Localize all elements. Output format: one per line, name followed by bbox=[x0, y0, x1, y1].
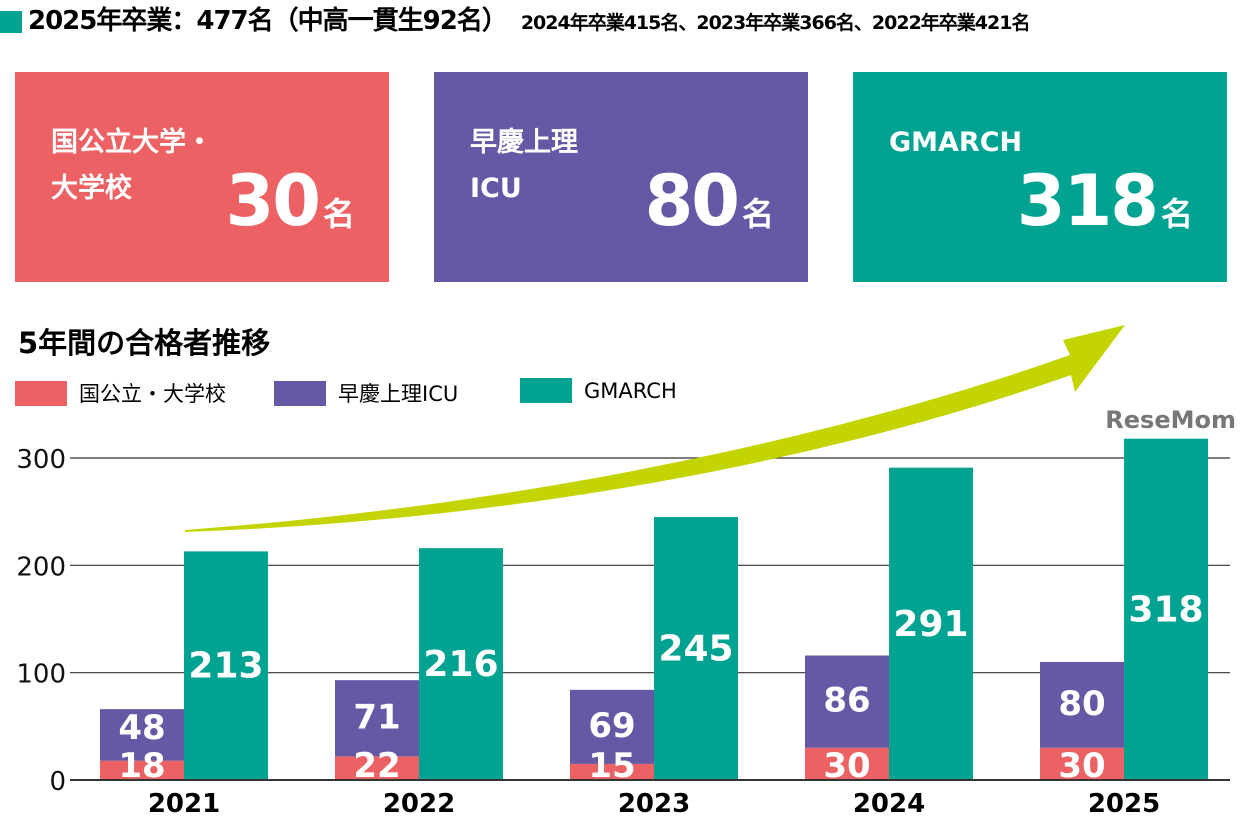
bar-soukei bbox=[570, 689, 654, 764]
card-label: GMARCH bbox=[889, 127, 1023, 158]
chart-title: 5年間の合格者推移 bbox=[18, 326, 271, 360]
card-value: 80 名 bbox=[644, 160, 774, 242]
legend-item-gmarch: GMARCH bbox=[520, 378, 677, 403]
bar-national bbox=[570, 763, 654, 780]
x-tick-label: 2021 bbox=[148, 789, 220, 819]
x-tick-label: 2025 bbox=[1088, 789, 1160, 819]
bar-soukei bbox=[805, 655, 889, 748]
card-national: 国公立大学・ 大学校 30 名 bbox=[15, 72, 389, 282]
data-label: 216 bbox=[423, 644, 498, 685]
bar-gmarch bbox=[184, 551, 268, 780]
x-tick-label: 2023 bbox=[618, 789, 690, 819]
data-label: 48 bbox=[118, 708, 165, 748]
header: 2025年卒業：477名（中高一貫生92名） 2024年卒業415名、2023年… bbox=[0, 0, 1241, 37]
card-value: 30 名 bbox=[225, 160, 355, 242]
bar-national bbox=[100, 760, 184, 780]
data-label: 71 bbox=[353, 697, 400, 737]
bar-gmarch bbox=[889, 467, 973, 780]
data-label: 245 bbox=[658, 629, 733, 670]
legend-item-soukei: 早慶上理ICU bbox=[274, 378, 458, 408]
x-tick-label: 2022 bbox=[383, 789, 455, 819]
bar-gmarch bbox=[419, 548, 503, 780]
bar-soukei bbox=[100, 709, 184, 761]
y-tick-label: 300 bbox=[16, 445, 66, 475]
card-soukei: 早慶上理 ICU 80 名 bbox=[434, 72, 808, 282]
trend-arrow bbox=[185, 325, 1125, 532]
watermark-logo: ReseMom bbox=[1105, 406, 1236, 434]
data-label: 213 bbox=[188, 646, 263, 687]
y-tick-label: 200 bbox=[16, 552, 66, 582]
header-sub: 2024年卒業415名、2023年卒業366名、2022年卒業421名 bbox=[520, 12, 1031, 34]
bar-national bbox=[335, 756, 419, 780]
y-tick-label: 100 bbox=[16, 660, 66, 690]
bar-soukei bbox=[335, 680, 419, 757]
header-main: 2025年卒業：477名（中高一貫生92名） bbox=[28, 6, 508, 36]
card-value: 318 名 bbox=[1016, 160, 1193, 242]
data-label: 80 bbox=[1058, 684, 1105, 724]
bar-national bbox=[805, 747, 889, 780]
data-label: 69 bbox=[588, 706, 635, 746]
bar-national bbox=[1040, 747, 1124, 780]
header-marker bbox=[0, 11, 22, 33]
bar-gmarch bbox=[654, 517, 738, 780]
legend-item-national: 国公立・大学校 bbox=[15, 378, 226, 408]
data-label: 291 bbox=[893, 604, 968, 645]
bar-soukei bbox=[1040, 661, 1124, 748]
bar-gmarch bbox=[1124, 438, 1208, 780]
card-label: 早慶上理 ICU bbox=[470, 127, 578, 204]
data-label: 86 bbox=[823, 681, 870, 721]
card-label: 国公立大学・ 大学校 bbox=[51, 127, 213, 204]
data-label: 318 bbox=[1128, 589, 1203, 630]
card-gmarch: GMARCH 318 名 bbox=[853, 72, 1227, 282]
y-tick-label: 0 bbox=[49, 767, 66, 797]
x-tick-label: 2024 bbox=[853, 789, 925, 819]
